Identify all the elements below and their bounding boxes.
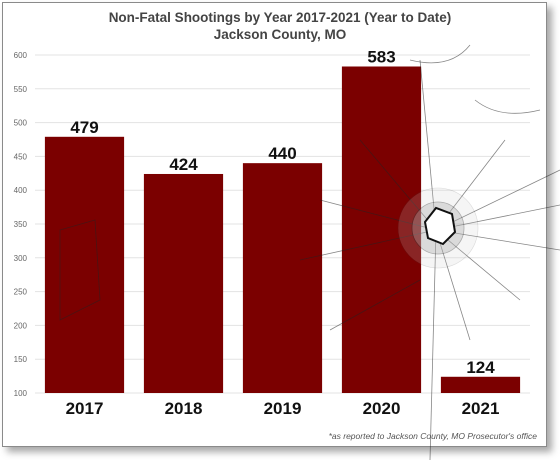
x-tick-label-2020: 2020 [363, 399, 401, 418]
y-tick-label: 300 [14, 254, 28, 263]
y-tick-label: 150 [14, 355, 28, 364]
y-tick-label: 600 [14, 51, 28, 60]
value-label-2019: 440 [268, 144, 296, 163]
y-tick-label: 500 [14, 119, 28, 128]
value-label-2021: 124 [466, 358, 495, 377]
value-labels: 479 424 440 583 124 [70, 47, 495, 376]
bars [44, 66, 521, 393]
bar-2018 [143, 173, 224, 393]
y-tick-label: 250 [14, 288, 28, 297]
y-tick-label: 350 [14, 220, 28, 229]
x-axis-labels: 2017 2018 2019 2020 2021 [66, 399, 500, 418]
chart-subtitle: Jackson County, MO [214, 27, 347, 42]
value-label-2018: 424 [169, 155, 198, 174]
broken-glass-decoration [59, 44, 560, 460]
value-label-2020: 583 [367, 47, 395, 66]
bar-2019 [242, 163, 323, 393]
y-tick-label: 100 [14, 389, 28, 398]
footnote: *as reported to Jackson County, MO Prose… [329, 431, 538, 441]
bar-2017 [44, 136, 125, 393]
value-label-2017: 479 [70, 118, 98, 137]
y-tick-label: 400 [14, 186, 28, 195]
x-tick-label-2019: 2019 [264, 399, 302, 418]
y-tick-label: 550 [14, 85, 28, 94]
bar-2020 [341, 66, 422, 393]
bar-2021 [440, 376, 521, 393]
y-tick-label: 200 [14, 321, 28, 330]
y-tick-label: 450 [14, 152, 28, 161]
chart-title: Non-Fatal Shootings by Year 2017-2021 (Y… [109, 10, 452, 25]
x-tick-label-2021: 2021 [462, 399, 500, 418]
x-tick-label-2018: 2018 [165, 399, 203, 418]
y-axis-ticks: 100 150 200 250 300 350 400 450 500 550 600 [14, 51, 28, 398]
x-tick-label-2017: 2017 [66, 399, 104, 418]
